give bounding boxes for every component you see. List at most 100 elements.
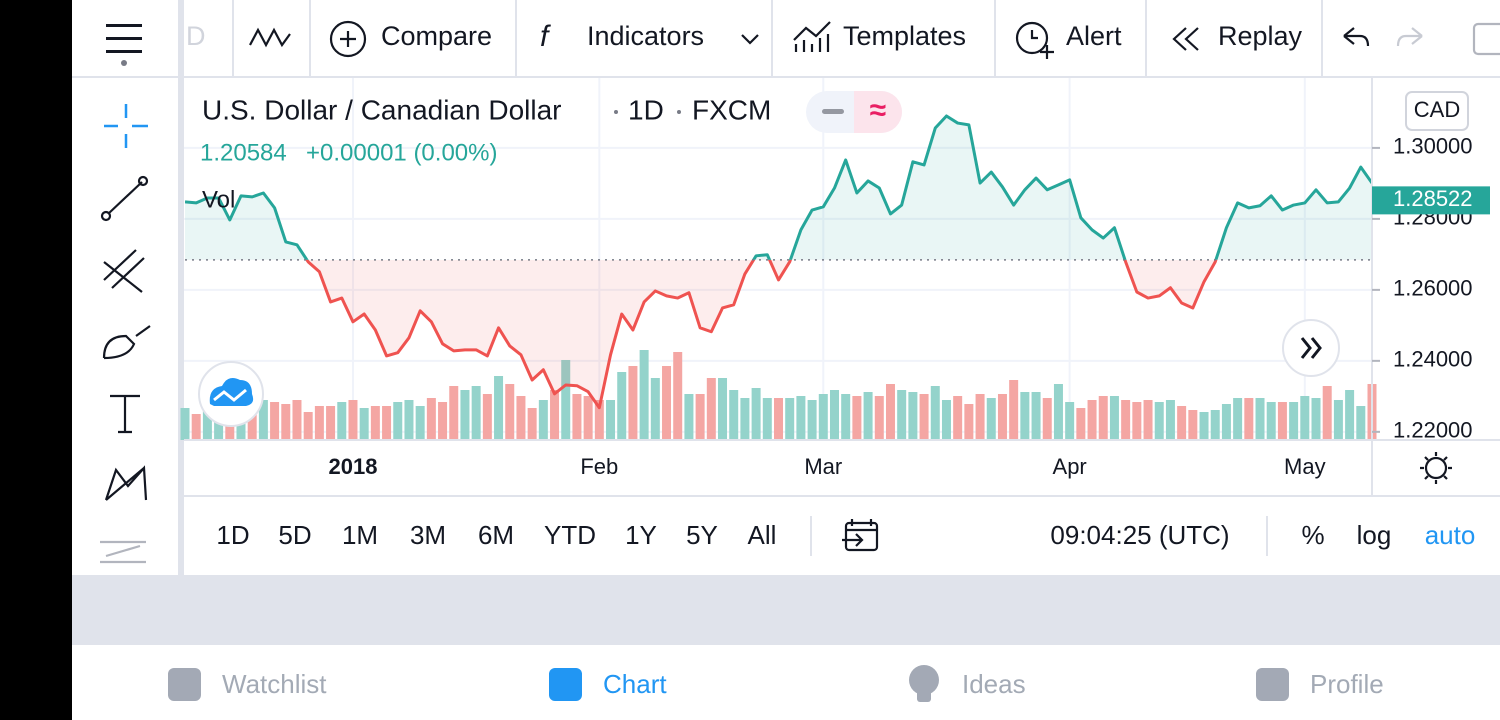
nav-item[interactable]: Profile xyxy=(1256,668,1384,701)
currency-button[interactable]: CAD xyxy=(1405,91,1469,131)
volume-bar xyxy=(1042,398,1052,440)
panel-divider xyxy=(178,0,184,575)
templates-button[interactable]: Templates xyxy=(793,21,966,52)
range-button[interactable]: YTD xyxy=(544,520,596,550)
range-button[interactable]: 1M xyxy=(342,520,378,550)
svg-text:≈: ≈ xyxy=(870,94,886,127)
volume-bar xyxy=(426,398,436,440)
volume-bar xyxy=(1020,392,1030,440)
nav-label: Ideas xyxy=(962,669,1026,699)
redo-button[interactable] xyxy=(1396,27,1423,47)
volume-bar xyxy=(438,402,448,440)
range-button[interactable]: 1Y xyxy=(625,520,657,550)
volume-bar xyxy=(874,396,884,440)
compare-button[interactable]: Compare xyxy=(329,20,492,58)
volume-bar xyxy=(1098,396,1108,440)
undo-button[interactable] xyxy=(1343,27,1370,47)
volume-bar xyxy=(303,412,313,440)
volume-bar xyxy=(718,378,728,440)
volume-bar xyxy=(1087,400,1097,440)
range-button[interactable]: All xyxy=(748,520,777,550)
volume-bar xyxy=(1199,412,1209,440)
replay-label: Replay xyxy=(1218,21,1303,51)
x-tick-label: Feb xyxy=(580,454,618,479)
text-tool[interactable] xyxy=(110,394,140,434)
volume-bar xyxy=(1356,406,1366,440)
toolbar-separators xyxy=(232,0,1323,76)
nav-icon xyxy=(917,690,931,702)
separator-dot xyxy=(677,110,681,114)
logo-button[interactable] xyxy=(198,361,264,427)
volume-bar xyxy=(1333,400,1343,440)
price-line xyxy=(305,259,1218,410)
nav-label: Profile xyxy=(1310,669,1384,699)
crosshair-tool[interactable] xyxy=(104,104,148,148)
legend-toggle[interactable]: ≈ xyxy=(806,91,902,133)
volume-bar xyxy=(863,392,873,440)
symbol-fragment[interactable]: D xyxy=(186,21,206,51)
last-price-tag xyxy=(1372,186,1490,215)
volume-bar xyxy=(774,398,783,440)
volume-bar xyxy=(953,396,963,440)
volume-bar xyxy=(908,392,918,440)
volume-bar xyxy=(1009,380,1019,440)
nav-item[interactable]: Chart xyxy=(549,668,667,701)
range-button[interactable]: 5D xyxy=(278,520,311,550)
nav-item[interactable]: Ideas xyxy=(909,665,1026,702)
volume-bar xyxy=(706,378,716,440)
volume-bar xyxy=(482,394,492,440)
scale-option[interactable]: auto xyxy=(1425,520,1476,550)
trendline-tool[interactable] xyxy=(107,181,143,215)
fullscreen-button[interactable] xyxy=(1472,22,1500,56)
volume-bar xyxy=(829,390,839,440)
volume-bar xyxy=(326,406,336,440)
volume-bar xyxy=(841,394,851,440)
y-tick-label: 1.22000 xyxy=(1393,418,1473,443)
scale-option[interactable]: % xyxy=(1301,520,1324,550)
volume-bar xyxy=(1165,400,1175,440)
volume-bar xyxy=(1053,384,1063,440)
menu-button[interactable] xyxy=(106,24,142,66)
volume-bar xyxy=(1109,396,1119,440)
replay-button[interactable]: Replay xyxy=(1172,21,1303,51)
alert-button[interactable]: Alert xyxy=(1015,21,1122,59)
volume-bar xyxy=(897,390,907,440)
bottom-nav: Watchlist Chart Ideas Profile xyxy=(168,665,1384,702)
range-button[interactable]: 6M xyxy=(478,520,514,550)
range-button[interactable]: 1D xyxy=(216,520,249,550)
indicators-button[interactable]: f Indicators xyxy=(540,20,759,53)
volume-bar xyxy=(359,408,369,440)
brush-tool[interactable] xyxy=(102,325,151,360)
chart-style-icon[interactable] xyxy=(249,27,291,48)
pattern-tool[interactable] xyxy=(104,465,148,501)
scale-option[interactable]: log xyxy=(1357,520,1392,550)
compare-label: Compare xyxy=(381,21,492,51)
range-button[interactable]: 5Y xyxy=(686,520,718,550)
projection-tool[interactable] xyxy=(100,540,146,564)
volume-bar xyxy=(807,400,817,440)
volume-bar xyxy=(885,384,895,440)
volume-bar xyxy=(762,398,772,440)
range-button[interactable]: 3M xyxy=(410,520,446,550)
volume-bar xyxy=(1221,404,1231,440)
volume-bar xyxy=(1233,398,1243,440)
volume-bar xyxy=(1300,396,1310,440)
interval[interactable]: 1D xyxy=(628,94,664,125)
volume-bar xyxy=(1244,398,1254,440)
volume-bar xyxy=(986,398,996,440)
volume-bar xyxy=(415,406,425,440)
scroll-right-button[interactable] xyxy=(1282,319,1340,377)
volume-bar xyxy=(561,360,571,440)
alert-label: Alert xyxy=(1066,21,1122,51)
volume-bar xyxy=(639,350,649,440)
nav-item[interactable]: Watchlist xyxy=(168,668,327,701)
fib-tool[interactable] xyxy=(103,249,145,293)
volume-bar xyxy=(258,400,268,440)
clock[interactable]: 09:04:25 (UTC) xyxy=(1050,520,1229,550)
volume-bar xyxy=(751,388,761,440)
goto-date-button[interactable] xyxy=(842,519,879,552)
volume-bar xyxy=(1210,410,1220,440)
settings-button[interactable] xyxy=(1420,452,1452,484)
